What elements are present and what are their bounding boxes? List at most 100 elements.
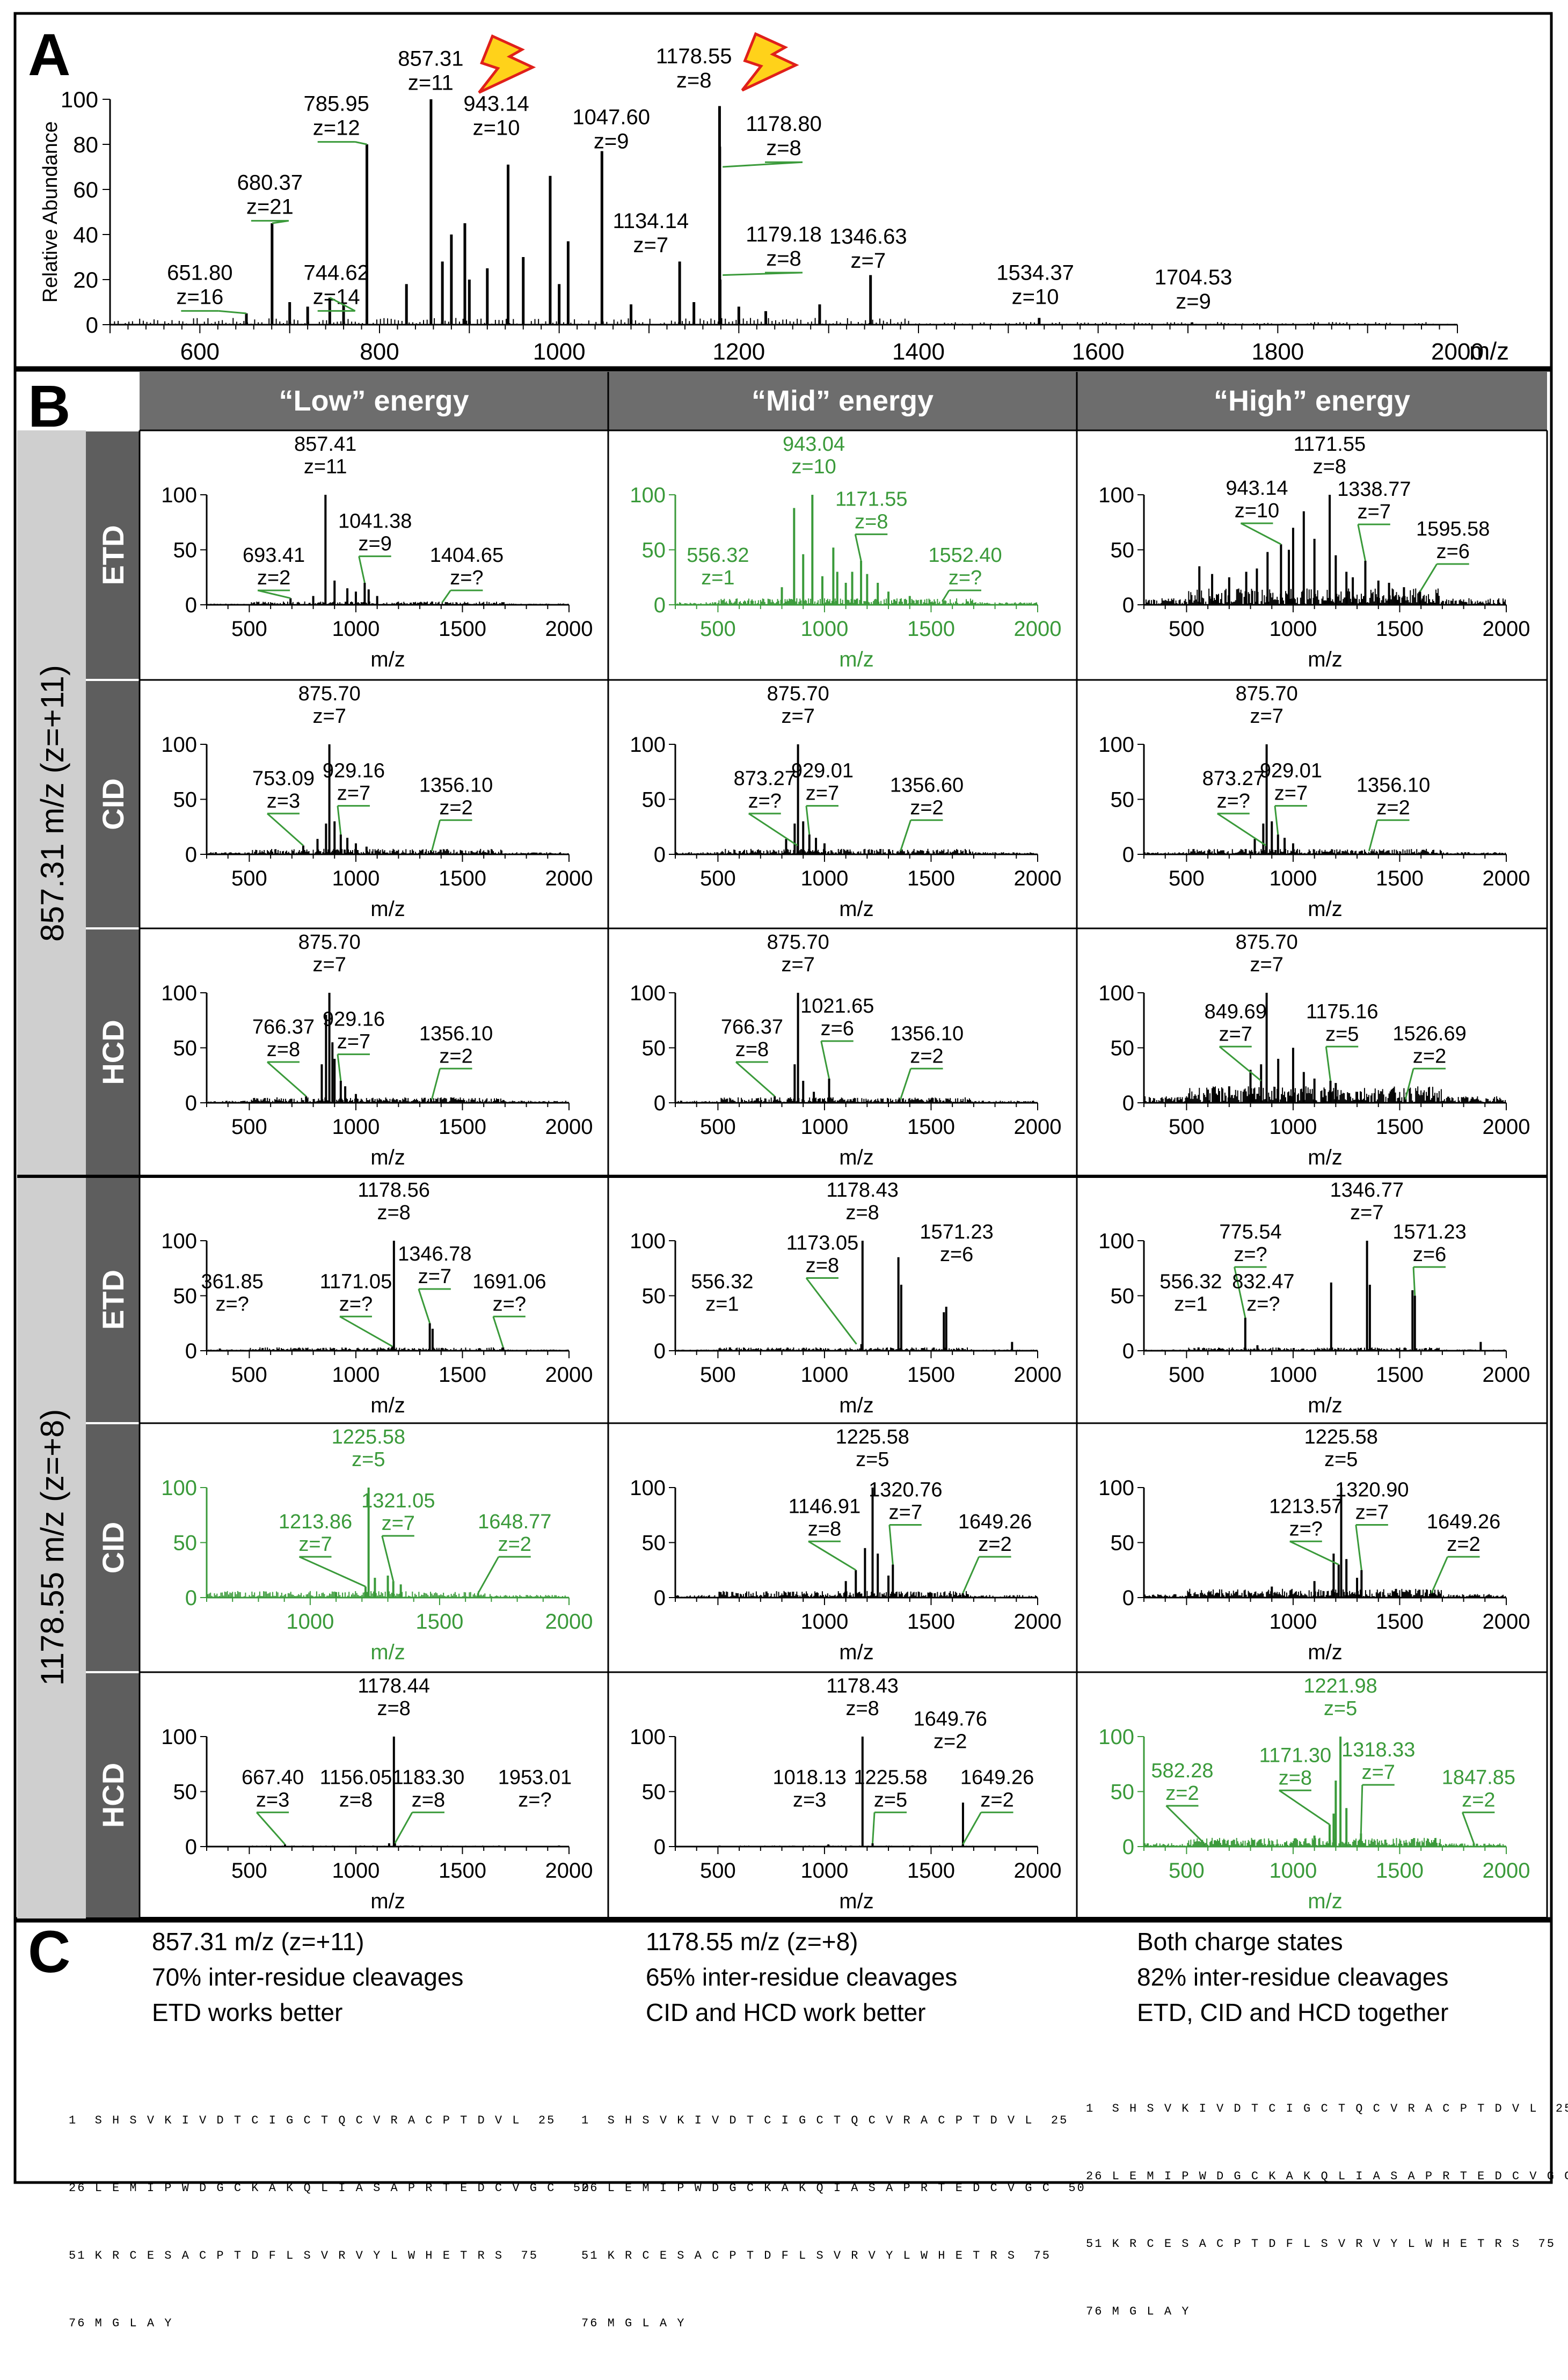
peak-charge-label: z=6 (821, 1017, 854, 1040)
label-leader (419, 1289, 430, 1323)
peak-mz-label: 1178.56 (358, 1179, 430, 1202)
x-tick-label: 1500 (439, 617, 486, 641)
peak-mz-label: 1356.10 (890, 1022, 964, 1045)
x-tick-label: 1000 (332, 1363, 380, 1387)
y-tick-label: 50 (173, 1285, 198, 1308)
peak-charge-label: z=7 (313, 705, 346, 728)
x-tick-label: 1000 (332, 867, 380, 890)
y-tick-label: 0 (1122, 1092, 1134, 1115)
label-leader (1369, 820, 1377, 851)
x-tick-label: 500 (700, 867, 736, 890)
y-tick-label: 60 (73, 177, 98, 202)
peak-charge-label: z=8 (676, 69, 712, 92)
x-tick-label: 500 (1169, 1115, 1205, 1139)
label-leader (493, 1316, 504, 1348)
peak-mz-label: 1356.60 (890, 774, 964, 796)
peak-charge-label: z=2 (1413, 1045, 1446, 1067)
x-tick-label: 1000 (800, 1363, 848, 1387)
x-tick-label: 500 (700, 1115, 736, 1139)
peak-mz-label: 1338.77 (1337, 478, 1411, 501)
y-tick-label: 100 (161, 1229, 197, 1253)
row-label: ETD (96, 1270, 130, 1330)
label-leader (340, 1316, 392, 1346)
y-axis-label: Relative Abundance (39, 121, 62, 303)
y-tick-label: 0 (1122, 594, 1134, 617)
group-label: 1178.55 m/z (z=+8) (34, 1409, 70, 1686)
peak-charge-label: z=6 (1436, 540, 1470, 563)
x-axis-label: m/z (1308, 1146, 1342, 1169)
x-axis-label: m/z (839, 648, 873, 671)
peak-charge-label: z=8 (855, 511, 888, 533)
peak-mz-label: 943.14 (463, 92, 529, 115)
peak-charge-label: z=? (1217, 790, 1250, 812)
peak-mz-label: 857.41 (294, 433, 356, 456)
row-label: HCD (96, 1763, 130, 1828)
peak-charge-label: z=8 (267, 1038, 300, 1061)
peak-charge-label: z=2 (439, 796, 472, 819)
y-tick-label: 50 (642, 1285, 666, 1308)
label-leader (432, 820, 440, 851)
peak-charge-label: z=7 (850, 249, 886, 273)
label-leader (855, 534, 861, 561)
x-tick-label: 2000 (1014, 867, 1062, 890)
peak-charge-label: z=9 (1176, 290, 1211, 313)
peak-mz-label: 766.37 (252, 1016, 315, 1038)
lightning-bolt-icon (742, 34, 796, 90)
peak-mz-label: 1595.58 (1416, 518, 1490, 540)
x-tick-label: 1500 (907, 1115, 955, 1139)
peak-charge-label: z=7 (1250, 954, 1283, 976)
peak-mz-label: 929.01 (791, 760, 854, 782)
x-axis-label: m/z (370, 897, 405, 921)
peak-mz-label: 1552.40 (928, 544, 1002, 567)
peak-mz-label: 1356.10 (1356, 774, 1430, 796)
peak-charge-label: z=? (748, 790, 782, 812)
x-tick-label: 1000 (533, 339, 586, 365)
panel-label-a: A (28, 22, 70, 88)
x-axis-label: m/z (1308, 648, 1342, 671)
peak-mz-label: 680.37 (237, 171, 303, 194)
row-label: CID (96, 1522, 130, 1573)
x-axis-label: m/z (839, 897, 873, 921)
peak-charge-label: z=? (949, 567, 982, 589)
y-tick-label: 50 (642, 1037, 666, 1060)
y-tick-label: 100 (161, 733, 197, 757)
peak-charge-label: z=2 (910, 796, 943, 819)
x-tick-label: 1500 (439, 1363, 486, 1387)
peak-charge-label: z=6 (940, 1243, 973, 1266)
peak-mz-label: 1175.16 (1306, 1000, 1379, 1023)
label-leader (1241, 523, 1281, 544)
x-axis-label: m/z (839, 1394, 873, 1417)
peak-mz-label: 1047.60 (572, 106, 650, 129)
x-axis-label: m/z (370, 648, 405, 671)
y-tick-label: 50 (1111, 788, 1135, 812)
peak-charge-label: z=11 (408, 71, 454, 94)
label-leader (359, 556, 365, 583)
y-tick-label: 100 (630, 1229, 666, 1253)
peak-mz-label: 1171.55 (835, 488, 908, 511)
label-leader (736, 1062, 775, 1096)
peak-charge-label: z=8 (766, 247, 801, 270)
peak-charge-label: z=? (493, 1293, 526, 1315)
peak-mz-label: 1178.80 (746, 112, 822, 136)
y-tick-label: 100 (161, 484, 197, 507)
x-tick-label: 1000 (1269, 867, 1317, 890)
peak-mz-label: 929.01 (1260, 760, 1322, 782)
peak-mz-label: 1171.05 (320, 1270, 392, 1293)
peak-charge-label: z=14 (313, 285, 360, 309)
peak-charge-label: z=2 (910, 1045, 943, 1067)
x-tick-label: 1500 (1376, 1115, 1424, 1139)
peak-mz-label: 1346.78 (398, 1243, 471, 1265)
x-axis-label: m/z (1469, 337, 1509, 365)
panel-label-b: B (28, 374, 70, 440)
peak-mz-label: 943.04 (783, 433, 845, 456)
x-tick-label: 1500 (439, 867, 486, 890)
peak-mz-label: 1178.43 (826, 1179, 899, 1202)
peak-charge-label: z=7 (313, 954, 346, 976)
peak-charge-label: z=8 (735, 1038, 769, 1061)
y-tick-label: 100 (1098, 484, 1134, 507)
row-label: CID (96, 778, 130, 830)
peak-mz-label: 849.69 (1205, 1000, 1267, 1023)
peak-mz-label: 875.70 (298, 683, 361, 705)
peak-charge-label: z=10 (1235, 500, 1279, 522)
